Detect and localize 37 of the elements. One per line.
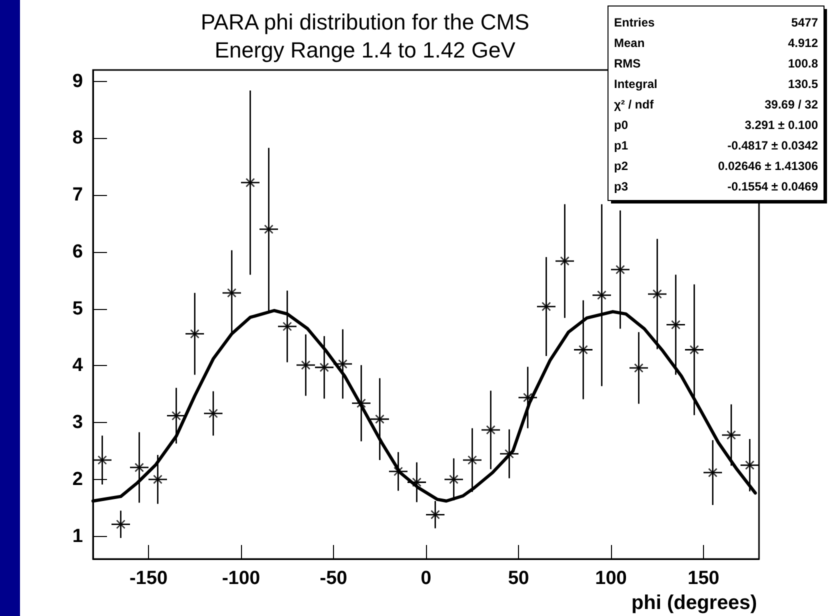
y-tick-label: 6 bbox=[72, 241, 83, 262]
x-tick-label: -150 bbox=[129, 568, 168, 589]
text: Entries bbox=[614, 15, 656, 30]
chart-title: PARA phi distribution for the CMS bbox=[200, 10, 530, 34]
x-tick-label: -50 bbox=[320, 568, 348, 589]
text: RMS bbox=[614, 56, 641, 70]
y-tick-label: 5 bbox=[72, 298, 84, 320]
annotation: Integral bbox=[614, 76, 658, 91]
y-tick-label: 4 bbox=[72, 355, 84, 376]
annotation: 0.02646 ± 1.41306 bbox=[718, 158, 818, 173]
y-tick-label: 3 bbox=[72, 412, 83, 434]
text: 39.69 / 32 bbox=[764, 97, 818, 112]
annotation: 3.291 ± 0.100 bbox=[744, 118, 818, 132]
text: 4.912 bbox=[788, 36, 818, 50]
chart-subtitle: Energy Range 1.4 to 1.42 GeV bbox=[214, 38, 516, 62]
annotation: -0.4817 ± 0.0342 bbox=[727, 138, 818, 152]
y-tick-label: 1 bbox=[72, 526, 84, 547]
text: Mean bbox=[614, 36, 645, 50]
annotation: p0 bbox=[614, 118, 628, 132]
y-tick-label: 7 bbox=[72, 184, 83, 206]
x-tick-label: 100 bbox=[595, 568, 627, 589]
x-tick-label: -100 bbox=[222, 568, 260, 589]
x-axis-title: phi (degrees) bbox=[631, 592, 757, 614]
text: 5477 bbox=[791, 15, 818, 30]
text: 130.5 bbox=[788, 76, 818, 91]
x-tick-label: 150 bbox=[688, 568, 720, 589]
y-tick-label: 8 bbox=[72, 128, 83, 149]
y-tick-label: 2 bbox=[72, 468, 83, 490]
x-tick-label: 50 bbox=[508, 568, 530, 589]
annotation: p3 bbox=[614, 179, 628, 194]
annotation: p1 bbox=[614, 138, 628, 152]
y-tick-label: 9 bbox=[72, 70, 83, 92]
annotation: -0.1554 ± 0.0469 bbox=[727, 179, 818, 194]
text: 100.8 bbox=[788, 56, 818, 70]
annotation: χ² / ndf bbox=[614, 97, 655, 112]
x-tick-label: 0 bbox=[420, 568, 432, 589]
annotation: p2 bbox=[614, 158, 628, 173]
